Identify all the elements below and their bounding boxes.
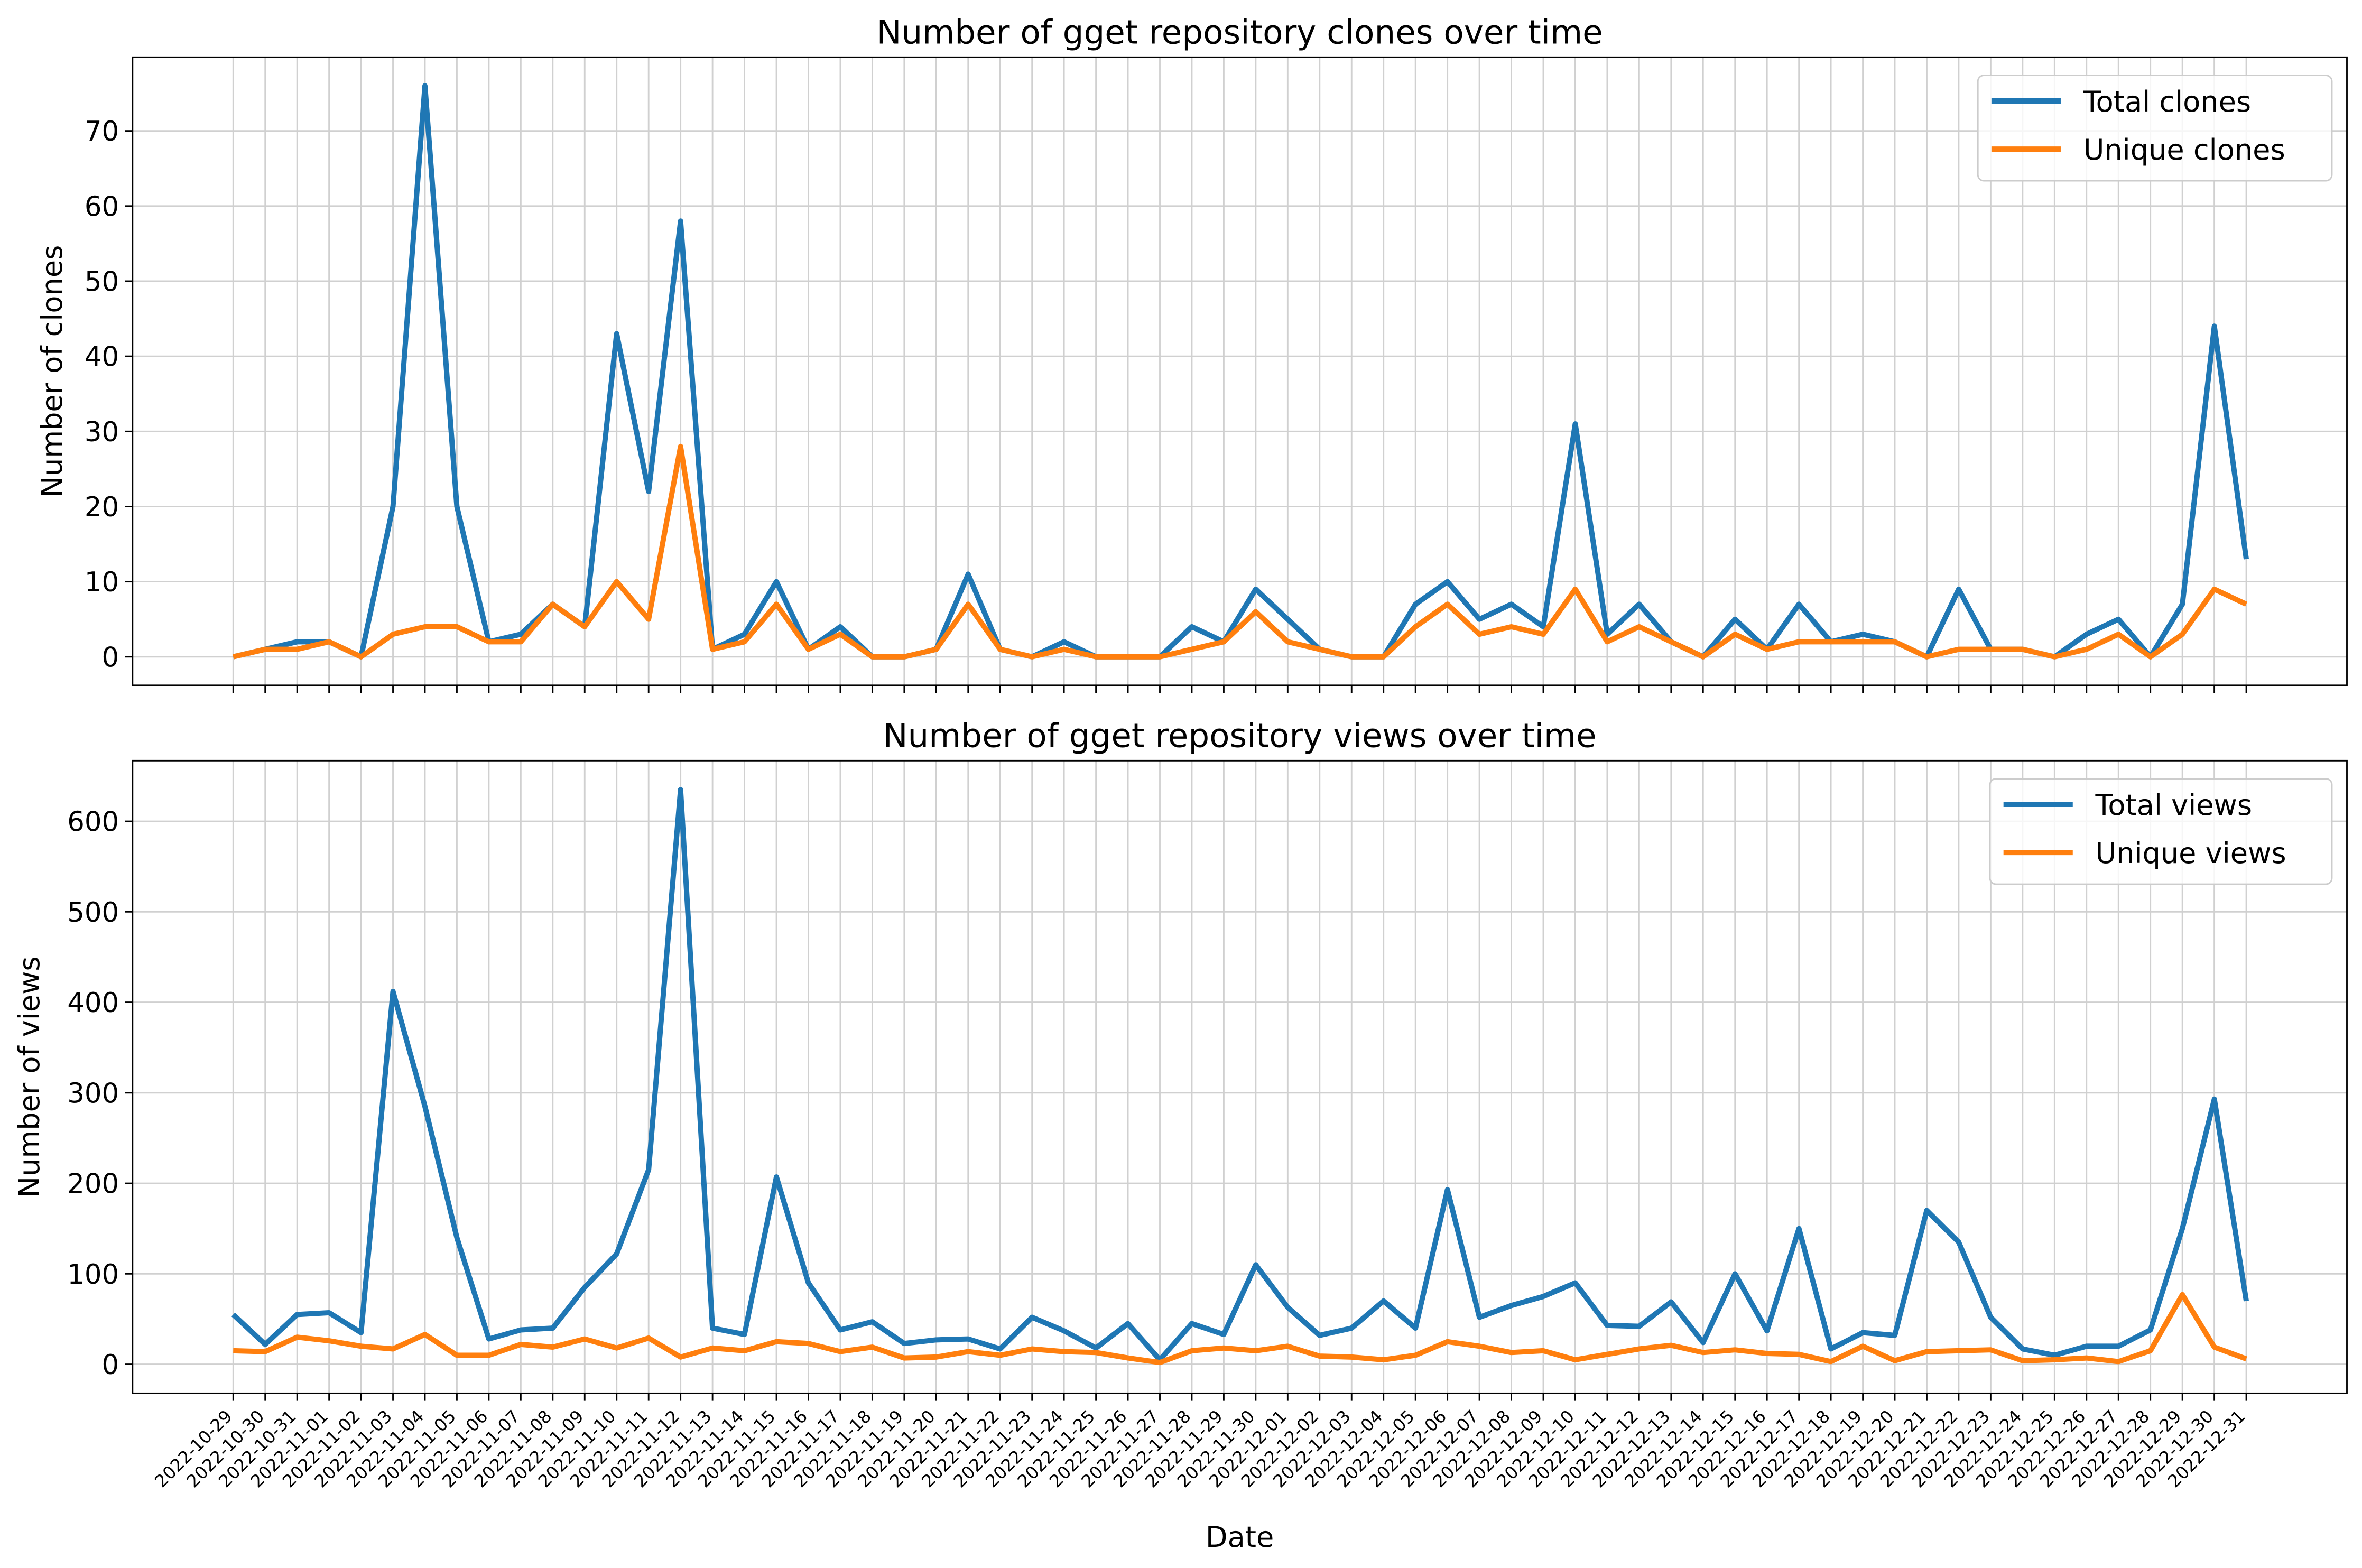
line-series xyxy=(233,1292,2247,1366)
legend-label: Total clones xyxy=(2083,85,2251,118)
plot-frame xyxy=(132,56,2348,686)
y-tick-label: 10 xyxy=(85,567,119,598)
x-axis-label: Date xyxy=(1206,1520,1274,1554)
chart-title: Number of gget repository views over tim… xyxy=(883,717,1597,755)
y-tick-label: 200 xyxy=(67,1168,119,1200)
y-axis-label: Number of views xyxy=(13,956,46,1198)
y-tick-label: 30 xyxy=(85,416,119,448)
y-tick-label: 600 xyxy=(67,806,119,838)
y-tick-label: 40 xyxy=(85,341,119,373)
y-tick-label: 0 xyxy=(102,1349,119,1381)
y-tick-label: 50 xyxy=(85,266,119,298)
legend-label: Unique clones xyxy=(2083,133,2285,166)
legend-label: Total views xyxy=(2095,788,2253,822)
legend-box xyxy=(1977,75,2333,182)
legend-box xyxy=(1989,778,2333,885)
y-tick-label: 300 xyxy=(67,1078,119,1109)
line-series xyxy=(233,83,2249,660)
y-axis-label: Number of clones xyxy=(35,245,69,498)
y-tick-label: 400 xyxy=(67,987,119,1019)
y-tick-label: 70 xyxy=(85,116,119,147)
legend-label: Unique views xyxy=(2096,837,2286,870)
plot-frame xyxy=(132,759,2348,1394)
y-tick-label: 20 xyxy=(85,491,119,523)
chart-title: Number of gget repository clones over ti… xyxy=(877,13,1603,52)
y-tick-label: 100 xyxy=(67,1259,119,1291)
y-tick-label: 500 xyxy=(67,897,119,929)
y-tick-label: 60 xyxy=(85,191,119,222)
line-series xyxy=(231,787,2249,1363)
y-tick-label: 0 xyxy=(102,642,119,673)
line-series xyxy=(233,443,2248,660)
